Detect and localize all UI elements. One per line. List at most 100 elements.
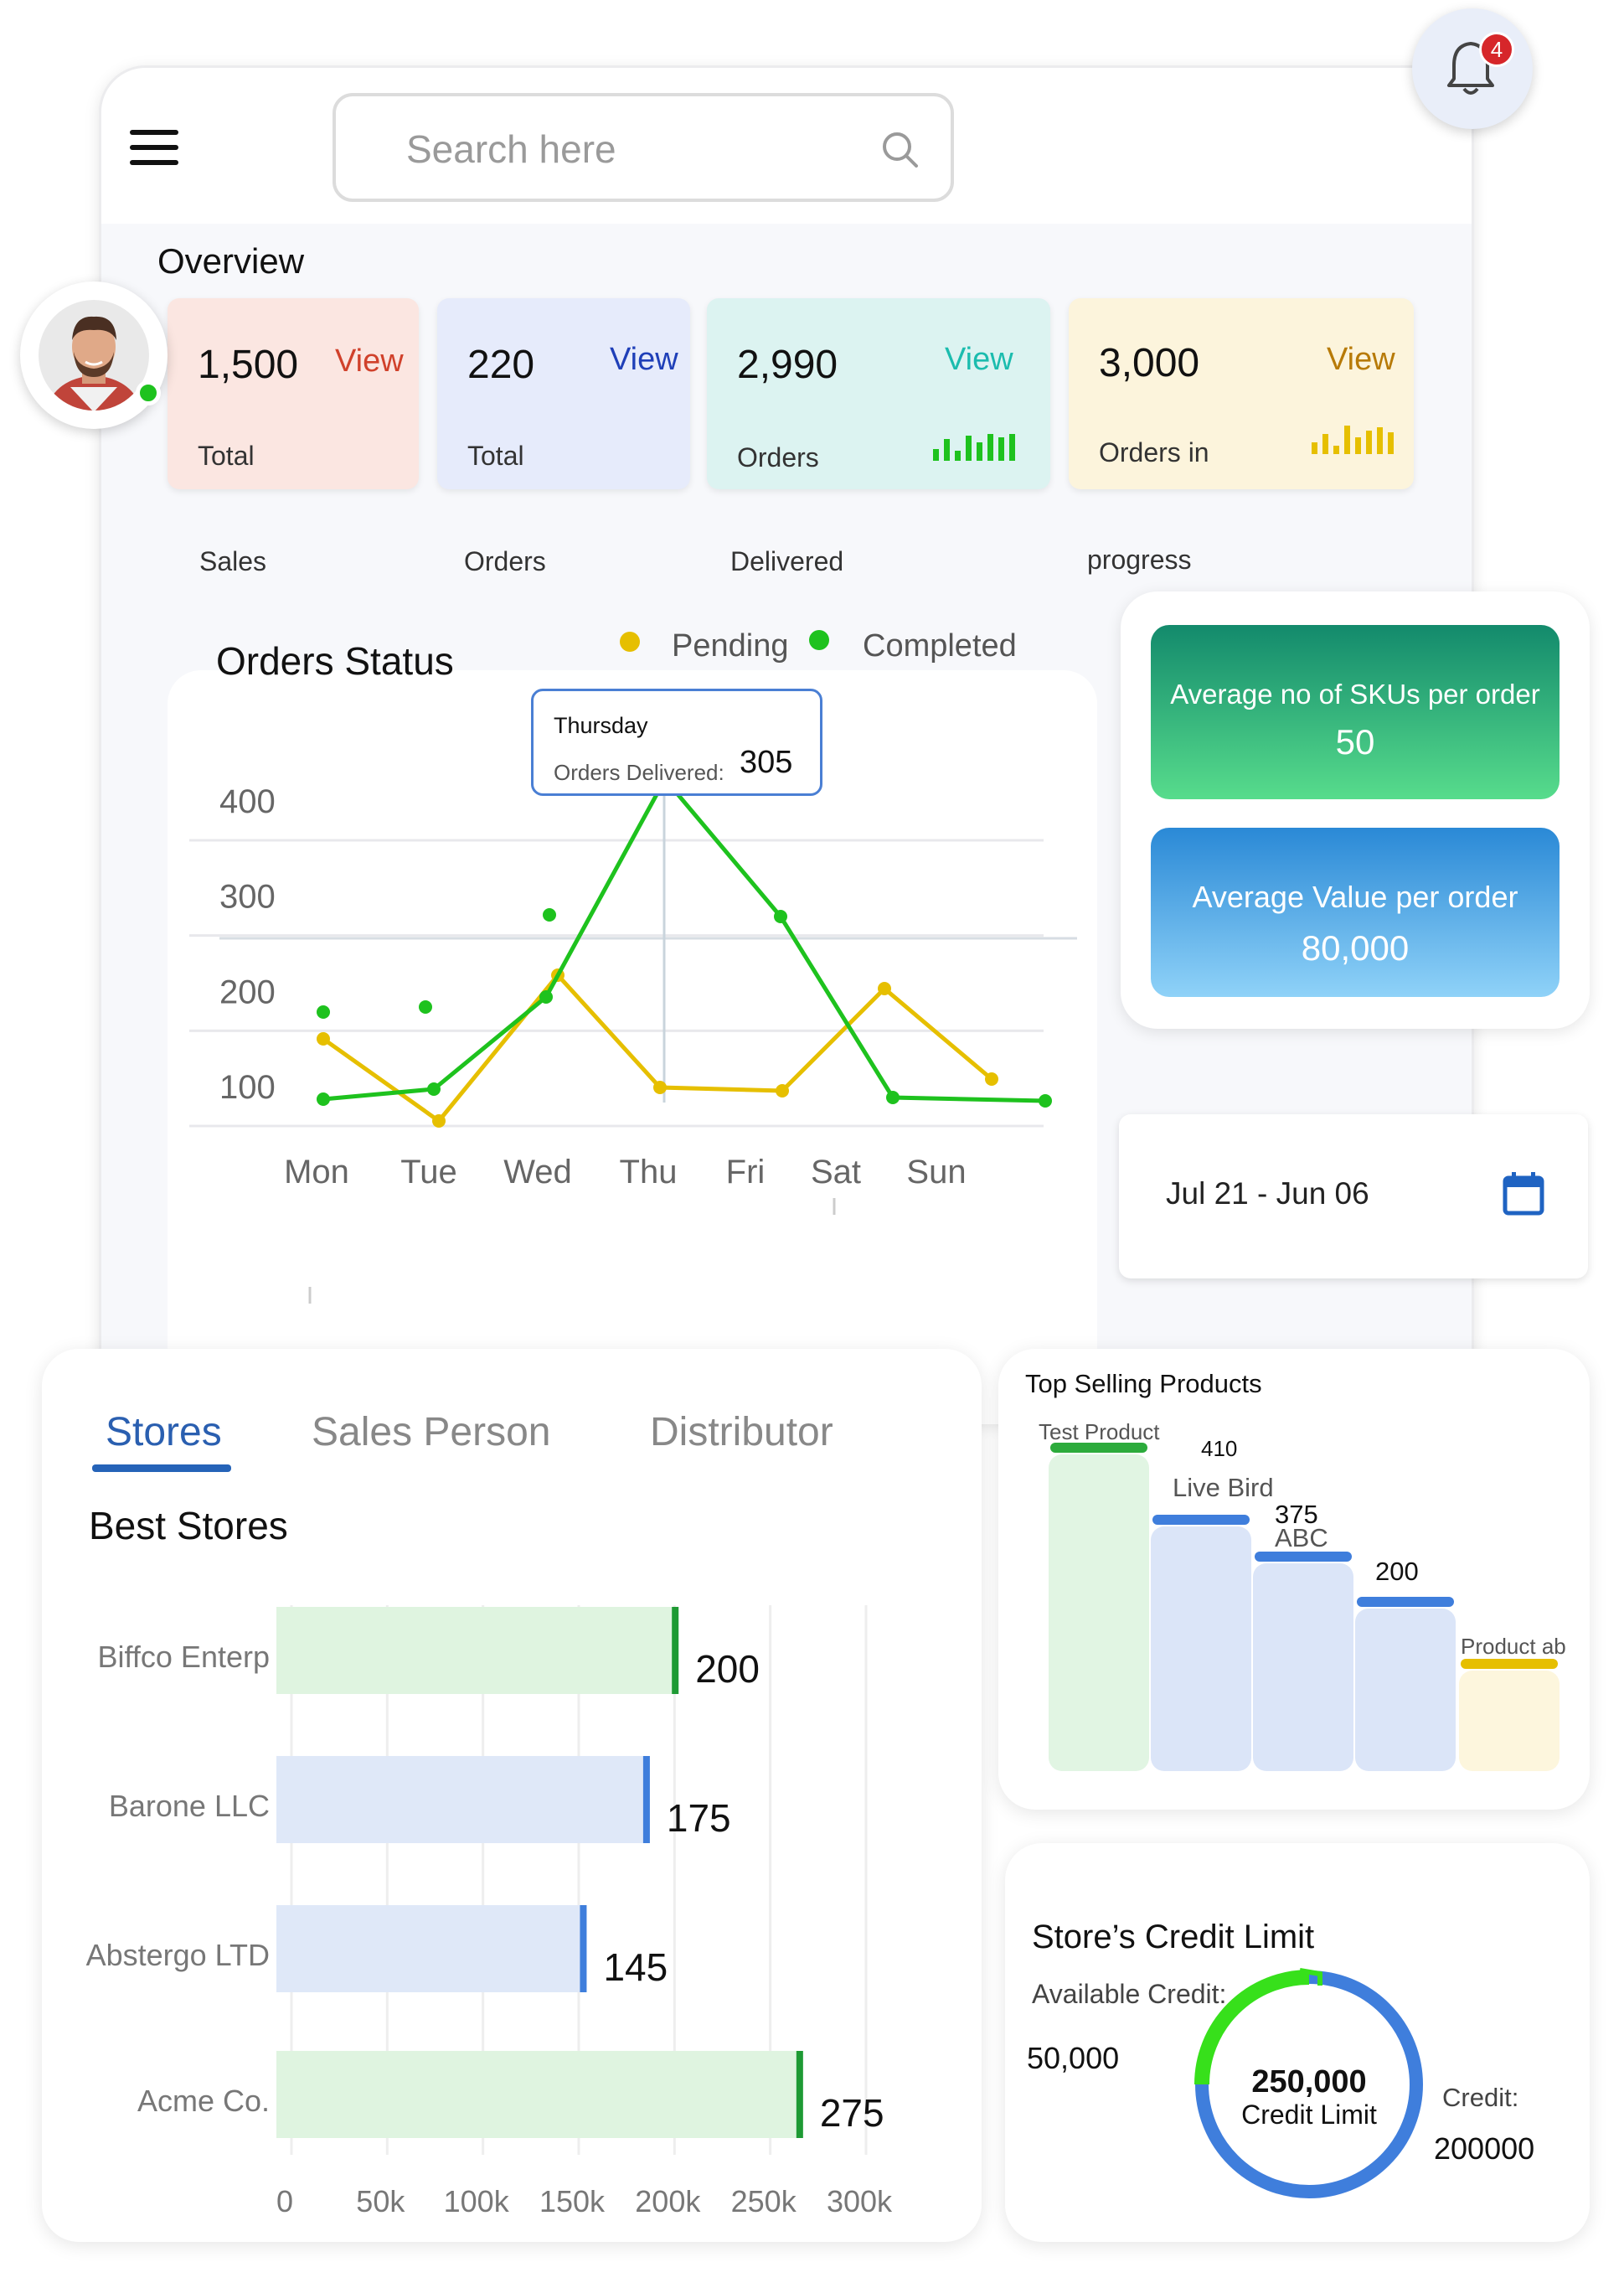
stat-value: 1,500 — [198, 343, 299, 387]
stat-card-total-orders[interactable]: 220 View Total — [437, 298, 690, 489]
x-tick-label: Sat — [811, 1154, 861, 1190]
orders-status-title: Orders Status — [216, 639, 454, 683]
data-point-pending[interactable] — [653, 1081, 667, 1094]
tooltip-label: Orders Delivered: — [554, 760, 724, 785]
y-tick-label: 100 — [219, 1069, 276, 1106]
data-point-completed[interactable] — [1039, 1094, 1052, 1108]
y-tick-label: 400 — [219, 783, 276, 820]
legend-label-completed: Completed — [863, 628, 1017, 664]
product-name: Test Product — [1039, 1419, 1160, 1444]
available-credit-label: Available Credit: — [1032, 1979, 1227, 2009]
stat-card-orders-in-progress[interactable]: 3,000 View Orders in — [1069, 298, 1414, 489]
stat-value: 3,000 — [1099, 341, 1200, 385]
data-point-pending[interactable] — [985, 1072, 998, 1086]
tab-sales-person[interactable]: Sales Person — [312, 1410, 551, 1454]
date-range-text: Jul 21 - Jun 06 — [1166, 1176, 1369, 1211]
x-tick-label: Wed — [503, 1154, 572, 1190]
tooltip-day: Thursday — [554, 713, 648, 738]
top-bar: Search here — [101, 68, 1472, 224]
product-bar-cap — [1357, 1597, 1454, 1607]
data-point-pending[interactable] — [776, 1084, 789, 1098]
data-point-pending[interactable] — [878, 982, 891, 995]
data-point-completed[interactable] — [886, 1091, 900, 1104]
legend-label-pending: Pending — [672, 628, 789, 664]
online-status-indicator — [136, 380, 161, 405]
best-stores-card: Stores Sales Person Distributor Best Sto… — [42, 1349, 982, 2242]
stat-label: Orders — [737, 442, 819, 473]
product-bar[interactable] — [1459, 1671, 1560, 1771]
averages-card: Average no of SKUs per order 50 Average … — [1121, 591, 1590, 1029]
data-point-completed[interactable] — [419, 1000, 432, 1014]
credit-limit-value: 250,000 — [1251, 2064, 1367, 2099]
overview-title: Overview — [157, 241, 305, 281]
view-link[interactable]: View — [1327, 342, 1395, 377]
search-placeholder: Search here — [406, 127, 616, 171]
credit-donut-chart — [1194, 1968, 1423, 2198]
stat-label: Total — [198, 441, 255, 471]
y-tick-label: 200 — [219, 974, 276, 1010]
stat-card-total-sales[interactable]: 1,500 View Total — [168, 298, 419, 489]
stat-label: Total — [467, 441, 524, 471]
legend-dot-completed — [809, 630, 829, 650]
credit-limit-card: Store’s Credit Limit Available Credit: 5… — [1005, 1843, 1590, 2242]
product-bar[interactable] — [1253, 1563, 1353, 1771]
avg-value-title: Average Value per order — [1192, 880, 1518, 914]
product-value: 375 — [1275, 1500, 1318, 1529]
product-name: Live Bird — [1173, 1473, 1274, 1502]
data-point-completed[interactable] — [317, 1005, 330, 1019]
credit-value: 200000 — [1434, 2131, 1535, 2166]
product-bar[interactable] — [1355, 1609, 1456, 1771]
date-range-picker[interactable]: Jul 21 - Jun 06 — [1119, 1114, 1588, 1278]
x-tick-label: Mon — [284, 1154, 349, 1190]
view-link[interactable]: View — [335, 343, 404, 379]
avatar-photo — [39, 300, 149, 411]
product-name: Product ab — [1461, 1634, 1566, 1659]
tab-stores[interactable]: Stores — [106, 1410, 222, 1454]
data-point-completed[interactable] — [539, 990, 553, 1004]
calendar-icon[interactable] — [1503, 1171, 1544, 1216]
avatar[interactable] — [20, 281, 168, 429]
search-icon[interactable] — [880, 130, 920, 170]
chart-tooltip: Thursday Orders Delivered: 305 — [531, 689, 822, 796]
active-tab-indicator — [92, 1464, 231, 1472]
avg-skus-title: Average no of SKUs per order — [1170, 679, 1540, 710]
avg-value-card: Average Value per order 80,000 — [1151, 828, 1560, 997]
data-point-pending[interactable] — [432, 1114, 446, 1128]
stat-card-orders-delivered[interactable]: 2,990 View Orders — [707, 298, 1050, 489]
product-value: 200 — [1375, 1557, 1419, 1586]
stat-value: 2,990 — [737, 343, 838, 387]
tab-distributor[interactable]: Distributor — [650, 1410, 833, 1454]
product-bar-cap — [1255, 1552, 1352, 1562]
stat-label-2: progress — [1087, 545, 1192, 575]
y-tick-label: 300 — [219, 879, 276, 916]
notification-button[interactable]: 4 — [1412, 8, 1533, 129]
legend-dot-pending — [620, 632, 640, 652]
tooltip-value: 305 — [740, 745, 793, 780]
avg-skus-card: Average no of SKUs per order 50 — [1151, 625, 1560, 799]
product-bar[interactable] — [1151, 1526, 1251, 1771]
data-point-completed[interactable] — [317, 1092, 330, 1106]
mini-bar-chart-icon — [933, 432, 1015, 461]
stat-value: 220 — [467, 343, 535, 387]
product-bar-cap — [1050, 1443, 1147, 1453]
x-tick-label: Thu — [620, 1154, 678, 1190]
data-point-pending[interactable] — [317, 1032, 330, 1046]
orders-status-chart[interactable]: 400 300 200 100 Mon Tue Wed Thu Fri Sat Sun — [0, 0, 1624, 1340]
available-credit-value: 50,000 — [1027, 2041, 1120, 2075]
data-point-completed[interactable] — [427, 1082, 441, 1096]
top-selling-title: Top Selling Products — [1025, 1369, 1262, 1398]
stat-label-2: Delivered — [730, 546, 844, 576]
view-link[interactable]: View — [945, 342, 1013, 377]
orders-status-card — [168, 670, 1097, 1424]
data-point-completed[interactable] — [774, 910, 787, 923]
view-link[interactable]: View — [610, 342, 678, 377]
x-tick-label: Fri — [726, 1154, 766, 1190]
menu-icon[interactable] — [130, 130, 178, 167]
search-input[interactable]: Search here — [333, 93, 954, 202]
product-bar-cap — [1152, 1515, 1250, 1525]
stat-label-2: Sales — [199, 546, 267, 576]
credit-title: Store’s Credit Limit — [1032, 1919, 1315, 1955]
data-point-completed[interactable] — [543, 908, 556, 922]
product-value: 410 — [1201, 1436, 1238, 1461]
product-bar[interactable] — [1049, 1454, 1149, 1771]
